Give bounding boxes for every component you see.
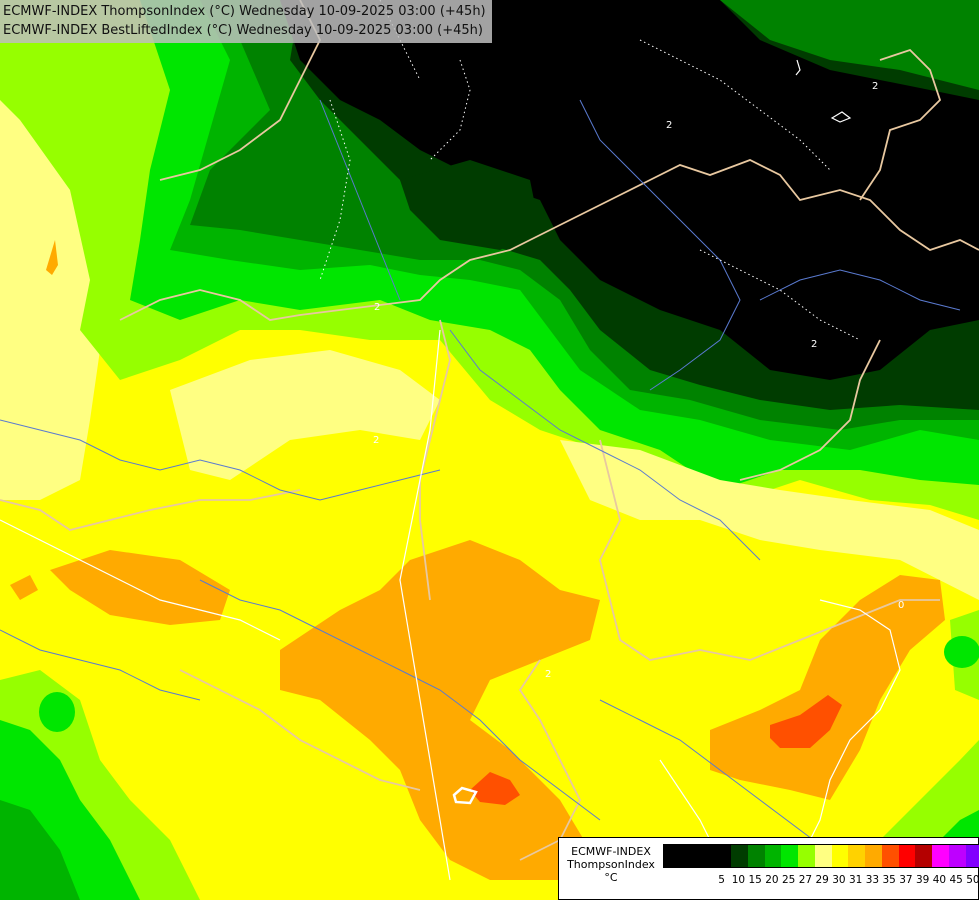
contour-label: 2 [373, 435, 379, 446]
contour-label: 2 [872, 81, 878, 92]
contour-label: 2 [374, 302, 380, 313]
contour-label: 2 [545, 669, 551, 680]
legend-tick: 20 [765, 874, 779, 886]
legend-tick: 27 [798, 874, 813, 886]
legend-tick: 45 [949, 874, 963, 886]
legend-swatch [915, 845, 932, 867]
field-bright-green-east [944, 636, 979, 668]
legend-tick: 25 [781, 874, 796, 886]
legend-swatch [697, 845, 715, 867]
legend-swatch [798, 845, 815, 867]
legend-tick: 37 [899, 874, 913, 886]
legend-swatch [747, 845, 765, 867]
legend-swatch [814, 845, 832, 867]
field-pale-yellow-central [170, 350, 440, 480]
legend-swatch [781, 845, 798, 867]
color-legend: ECMWF-INDEX ThompsonIndex °C 5 10 15 20 25 27… [558, 837, 979, 900]
legend-swatch [965, 845, 979, 867]
legend-swatch [764, 845, 782, 867]
legend-unit: °C [604, 871, 618, 884]
rivers [0, 99, 961, 861]
contours [0, 59, 901, 900]
field-orange-small [10, 575, 38, 600]
legend-swatch [932, 845, 949, 867]
contour-label: 2 [666, 120, 672, 131]
legend-model: ECMWF-INDEX [571, 845, 651, 858]
contour-label: 0 [898, 600, 904, 611]
field-mid-green-sw [0, 800, 80, 900]
legend-tick: 29 [815, 874, 829, 886]
field-orange-east [710, 575, 945, 800]
legend-color-scale [663, 844, 979, 868]
legend-tick: 35 [882, 874, 896, 886]
legend-tick: 50 [966, 874, 979, 886]
legend-swatch [831, 845, 849, 867]
contour-labels: 2 2 2 2 2 2 0 [373, 81, 904, 680]
legend-label: ECMWF-INDEX ThompsonIndex °C [562, 845, 660, 884]
title-best-lifted-index: ECMWF-INDEX BestLiftedIndex (°C) Wednesd… [3, 23, 483, 38]
legend-swatch [664, 845, 681, 867]
legend-swatch [731, 845, 748, 867]
map-title-box: ECMWF-INDEX ThompsonIndex (°C) Wednesday… [0, 0, 492, 43]
legend-tick-labels: 51015202527293031333537394045505560 [663, 874, 979, 888]
legend-tick: 40 [932, 874, 947, 886]
legend-swatch [714, 845, 731, 867]
legend-tick: 30 [832, 874, 846, 886]
legend-swatch [865, 845, 882, 867]
legend-swatch [881, 845, 899, 867]
contour-label: 2 [811, 339, 817, 350]
legend-tick: 5 [718, 874, 725, 886]
title-thompson-index: ECMWF-INDEX ThompsonIndex (°C) Wednesday… [3, 4, 486, 19]
legend-swatch [948, 845, 966, 867]
field-red-orange-east [770, 695, 842, 748]
legend-swatch [898, 845, 916, 867]
legend-tick: 33 [865, 874, 880, 886]
legend-tick: 15 [748, 874, 762, 886]
field-dark-green-patch [400, 160, 540, 250]
field-dark-green-ne [720, 0, 979, 90]
field-orange-spot-west [46, 240, 58, 275]
legend-tick: 31 [848, 874, 863, 886]
legend-tick: 10 [731, 874, 746, 886]
field-pale-yellow-east [560, 440, 979, 600]
legend-swatch [848, 845, 865, 867]
field-bright-green-spot [39, 692, 75, 732]
field-red-orange-south [470, 772, 520, 805]
legend-swatch [680, 845, 698, 867]
legend-tick: 39 [915, 874, 930, 886]
legend-parameter: ThompsonIndex [567, 858, 655, 871]
